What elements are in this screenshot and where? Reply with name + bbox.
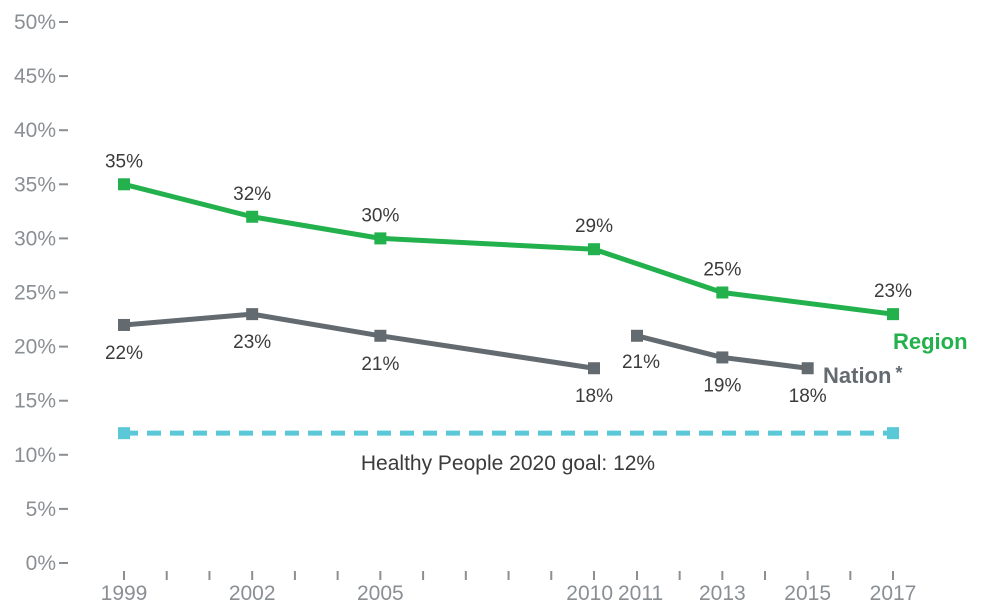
y-tick-label: 25%	[14, 282, 56, 305]
data-label-region: 35%	[105, 151, 143, 172]
data-point-region	[246, 210, 259, 223]
x-tick-label: 2005	[357, 582, 404, 603]
y-tick-label: 30%	[14, 227, 56, 250]
series-group	[118, 178, 899, 375]
y-tick-label: 0%	[26, 552, 56, 575]
x-tick-label: 1999	[101, 582, 148, 603]
data-label-nation: 21%	[361, 354, 399, 375]
data-point-nation	[801, 362, 814, 375]
data-label-region: 29%	[575, 216, 613, 237]
data-label-nation: 19%	[703, 375, 741, 396]
y-axis: 0% 5% 10% 15% 20% 25% 30% 35% 40% 45% 50%	[14, 11, 68, 575]
x-tick-label: 2013	[699, 582, 746, 603]
y-tick-label: 50%	[14, 11, 56, 34]
data-point-nation	[374, 329, 387, 342]
data-label-nation: 18%	[789, 386, 827, 407]
x-tick-label: 2002	[229, 582, 276, 603]
series-line-nation	[123, 311, 595, 371]
y-tick-label: 15%	[14, 390, 56, 413]
data-point-region	[374, 232, 387, 245]
data-label-region: 23%	[874, 281, 912, 302]
y-tick-label: 35%	[14, 173, 56, 196]
series-label-region: Region	[893, 329, 968, 354]
goal-marker	[887, 427, 899, 440]
series-label-nation-text: Nation	[823, 363, 891, 388]
x-tick-label: 2017	[870, 582, 917, 603]
y-tick-label: 10%	[14, 444, 56, 467]
x-tick-label: 2011	[618, 582, 663, 603]
data-point-region	[118, 178, 130, 191]
goal-line-group	[118, 427, 899, 440]
x-axis: 1999 2002 2005 2010 2011 2013 2015 2017	[101, 571, 917, 603]
series-label-nation: Nation *	[823, 363, 902, 388]
data-label-region: 32%	[233, 184, 271, 205]
goal-label: Healthy People 2020 goal: 12%	[361, 452, 655, 475]
x-tick-label: 2010	[566, 582, 613, 603]
data-point-nation	[716, 351, 729, 364]
data-label-region: 25%	[703, 260, 741, 281]
data-point-nation	[631, 329, 643, 342]
x-tick-label: 2015	[784, 582, 831, 603]
data-point-region	[887, 308, 899, 321]
y-tick-label: 20%	[14, 336, 56, 359]
data-label-nation: 23%	[233, 332, 271, 353]
data-labels-group: 35% 32% 30% 29% 25% 23% 22% 23% 21% 18% 21% 19% 18%	[105, 151, 912, 407]
data-label-nation: 18%	[575, 386, 613, 407]
y-tick-label: 5%	[26, 498, 56, 521]
data-point-region	[716, 286, 729, 299]
series-label-nation-marker: *	[895, 363, 902, 383]
data-point-region	[588, 243, 600, 256]
data-point-nation	[588, 362, 600, 375]
goal-marker	[118, 427, 130, 440]
y-tick-label: 40%	[14, 119, 56, 142]
data-label-nation: 22%	[105, 343, 143, 364]
series-line-region	[123, 181, 894, 317]
data-label-nation: 21%	[622, 352, 660, 373]
data-point-nation	[118, 318, 130, 331]
y-tick-label: 45%	[14, 65, 56, 88]
data-label-region: 30%	[361, 205, 399, 226]
data-point-nation	[246, 308, 259, 321]
